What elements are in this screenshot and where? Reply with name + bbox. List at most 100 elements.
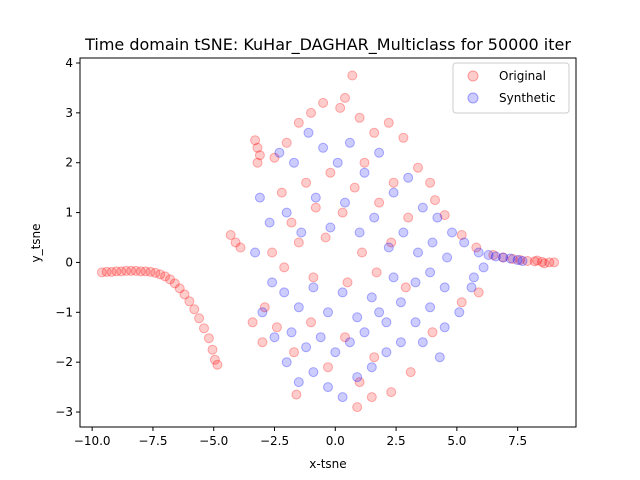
data-point bbox=[286, 217, 297, 228]
data-point bbox=[281, 357, 292, 368]
data-point bbox=[267, 247, 278, 258]
data-point bbox=[466, 282, 477, 293]
y-axis-label: y_tsne bbox=[29, 223, 43, 262]
data-point bbox=[310, 192, 321, 203]
data-point bbox=[357, 247, 367, 258]
x-tick-label: −7.5 bbox=[138, 434, 167, 448]
data-point bbox=[456, 297, 467, 308]
data-point bbox=[386, 237, 397, 248]
data-point bbox=[318, 142, 329, 153]
data-point bbox=[498, 252, 509, 263]
data-point bbox=[257, 307, 268, 318]
data-point bbox=[301, 342, 312, 353]
data-point bbox=[505, 253, 516, 264]
data-point bbox=[342, 277, 353, 288]
x-axis-ticks: −10.0 −7.5 −5.0 −2.5 0.0 2.5 5.0 7.5 bbox=[74, 427, 527, 448]
data-point bbox=[106, 266, 117, 277]
data-point bbox=[439, 282, 450, 293]
data-point bbox=[352, 312, 363, 323]
data-point bbox=[259, 302, 270, 313]
data-point bbox=[359, 327, 370, 338]
data-point bbox=[366, 362, 377, 373]
data-point bbox=[403, 212, 414, 223]
data-point bbox=[532, 255, 543, 266]
data-point bbox=[337, 207, 348, 218]
data-point bbox=[323, 362, 333, 373]
data-point bbox=[279, 262, 290, 273]
data-point bbox=[354, 377, 365, 388]
data-point bbox=[369, 127, 380, 138]
data-point bbox=[488, 250, 499, 260]
data-point bbox=[410, 317, 421, 328]
data-point bbox=[199, 323, 209, 334]
data-point bbox=[212, 359, 223, 370]
y-tick-label: 2 bbox=[65, 156, 73, 170]
legend-label-synthetic: Synthetic bbox=[499, 91, 556, 105]
data-point bbox=[468, 272, 479, 283]
data-point bbox=[417, 202, 428, 213]
data-point bbox=[145, 266, 156, 277]
data-point bbox=[383, 242, 394, 253]
legend: Original Synthetic bbox=[452, 62, 570, 114]
data-point bbox=[207, 344, 218, 355]
data-point bbox=[155, 269, 166, 280]
data-point bbox=[274, 147, 285, 158]
data-point bbox=[544, 257, 555, 268]
data-point bbox=[169, 278, 180, 289]
data-point bbox=[179, 289, 190, 300]
data-point bbox=[254, 150, 265, 161]
data-point bbox=[276, 187, 287, 198]
data-point bbox=[473, 247, 484, 258]
data-point bbox=[425, 267, 436, 278]
data-point bbox=[478, 262, 489, 273]
y-tick-label: 3 bbox=[65, 106, 73, 120]
data-point bbox=[359, 157, 370, 168]
data-point bbox=[325, 222, 336, 233]
data-point bbox=[257, 337, 268, 348]
x-tick-label: 0.0 bbox=[326, 434, 345, 448]
data-point bbox=[301, 177, 312, 188]
data-point bbox=[308, 272, 319, 283]
x-tick-label: 2.5 bbox=[387, 434, 406, 448]
data-point bbox=[308, 282, 319, 293]
data-point bbox=[320, 232, 331, 243]
data-point bbox=[517, 256, 528, 266]
data-point bbox=[235, 242, 246, 253]
data-point bbox=[395, 337, 406, 348]
data-point bbox=[250, 247, 261, 258]
data-point bbox=[101, 266, 112, 277]
data-point bbox=[269, 152, 280, 163]
x-tick-label: 5.0 bbox=[447, 434, 466, 448]
data-point bbox=[447, 227, 457, 238]
data-point bbox=[395, 297, 406, 308]
data-point bbox=[267, 277, 278, 288]
data-point bbox=[427, 327, 438, 338]
chart-title: Time domain tSNE: KuHar_DAGHAR_Multiclas… bbox=[84, 35, 571, 55]
data-point bbox=[303, 127, 314, 138]
data-point bbox=[116, 266, 127, 277]
data-point bbox=[325, 167, 336, 178]
data-point bbox=[194, 313, 205, 324]
data-point bbox=[130, 265, 141, 276]
data-point bbox=[330, 347, 341, 358]
data-point bbox=[315, 332, 326, 343]
data-point bbox=[442, 252, 453, 263]
data-point bbox=[252, 157, 263, 168]
data-point bbox=[323, 382, 333, 393]
data-point bbox=[537, 256, 547, 267]
data-point bbox=[425, 302, 436, 313]
data-point bbox=[279, 287, 290, 298]
data-point bbox=[398, 132, 409, 143]
data-point bbox=[96, 267, 107, 278]
series-original bbox=[96, 70, 560, 413]
data-point bbox=[388, 187, 399, 198]
data-point bbox=[289, 157, 299, 168]
data-point bbox=[381, 317, 392, 328]
data-point bbox=[354, 112, 365, 123]
data-point bbox=[427, 237, 438, 248]
data-point bbox=[549, 257, 560, 268]
data-point bbox=[335, 102, 346, 113]
data-point bbox=[184, 296, 195, 307]
data-point bbox=[174, 283, 185, 294]
